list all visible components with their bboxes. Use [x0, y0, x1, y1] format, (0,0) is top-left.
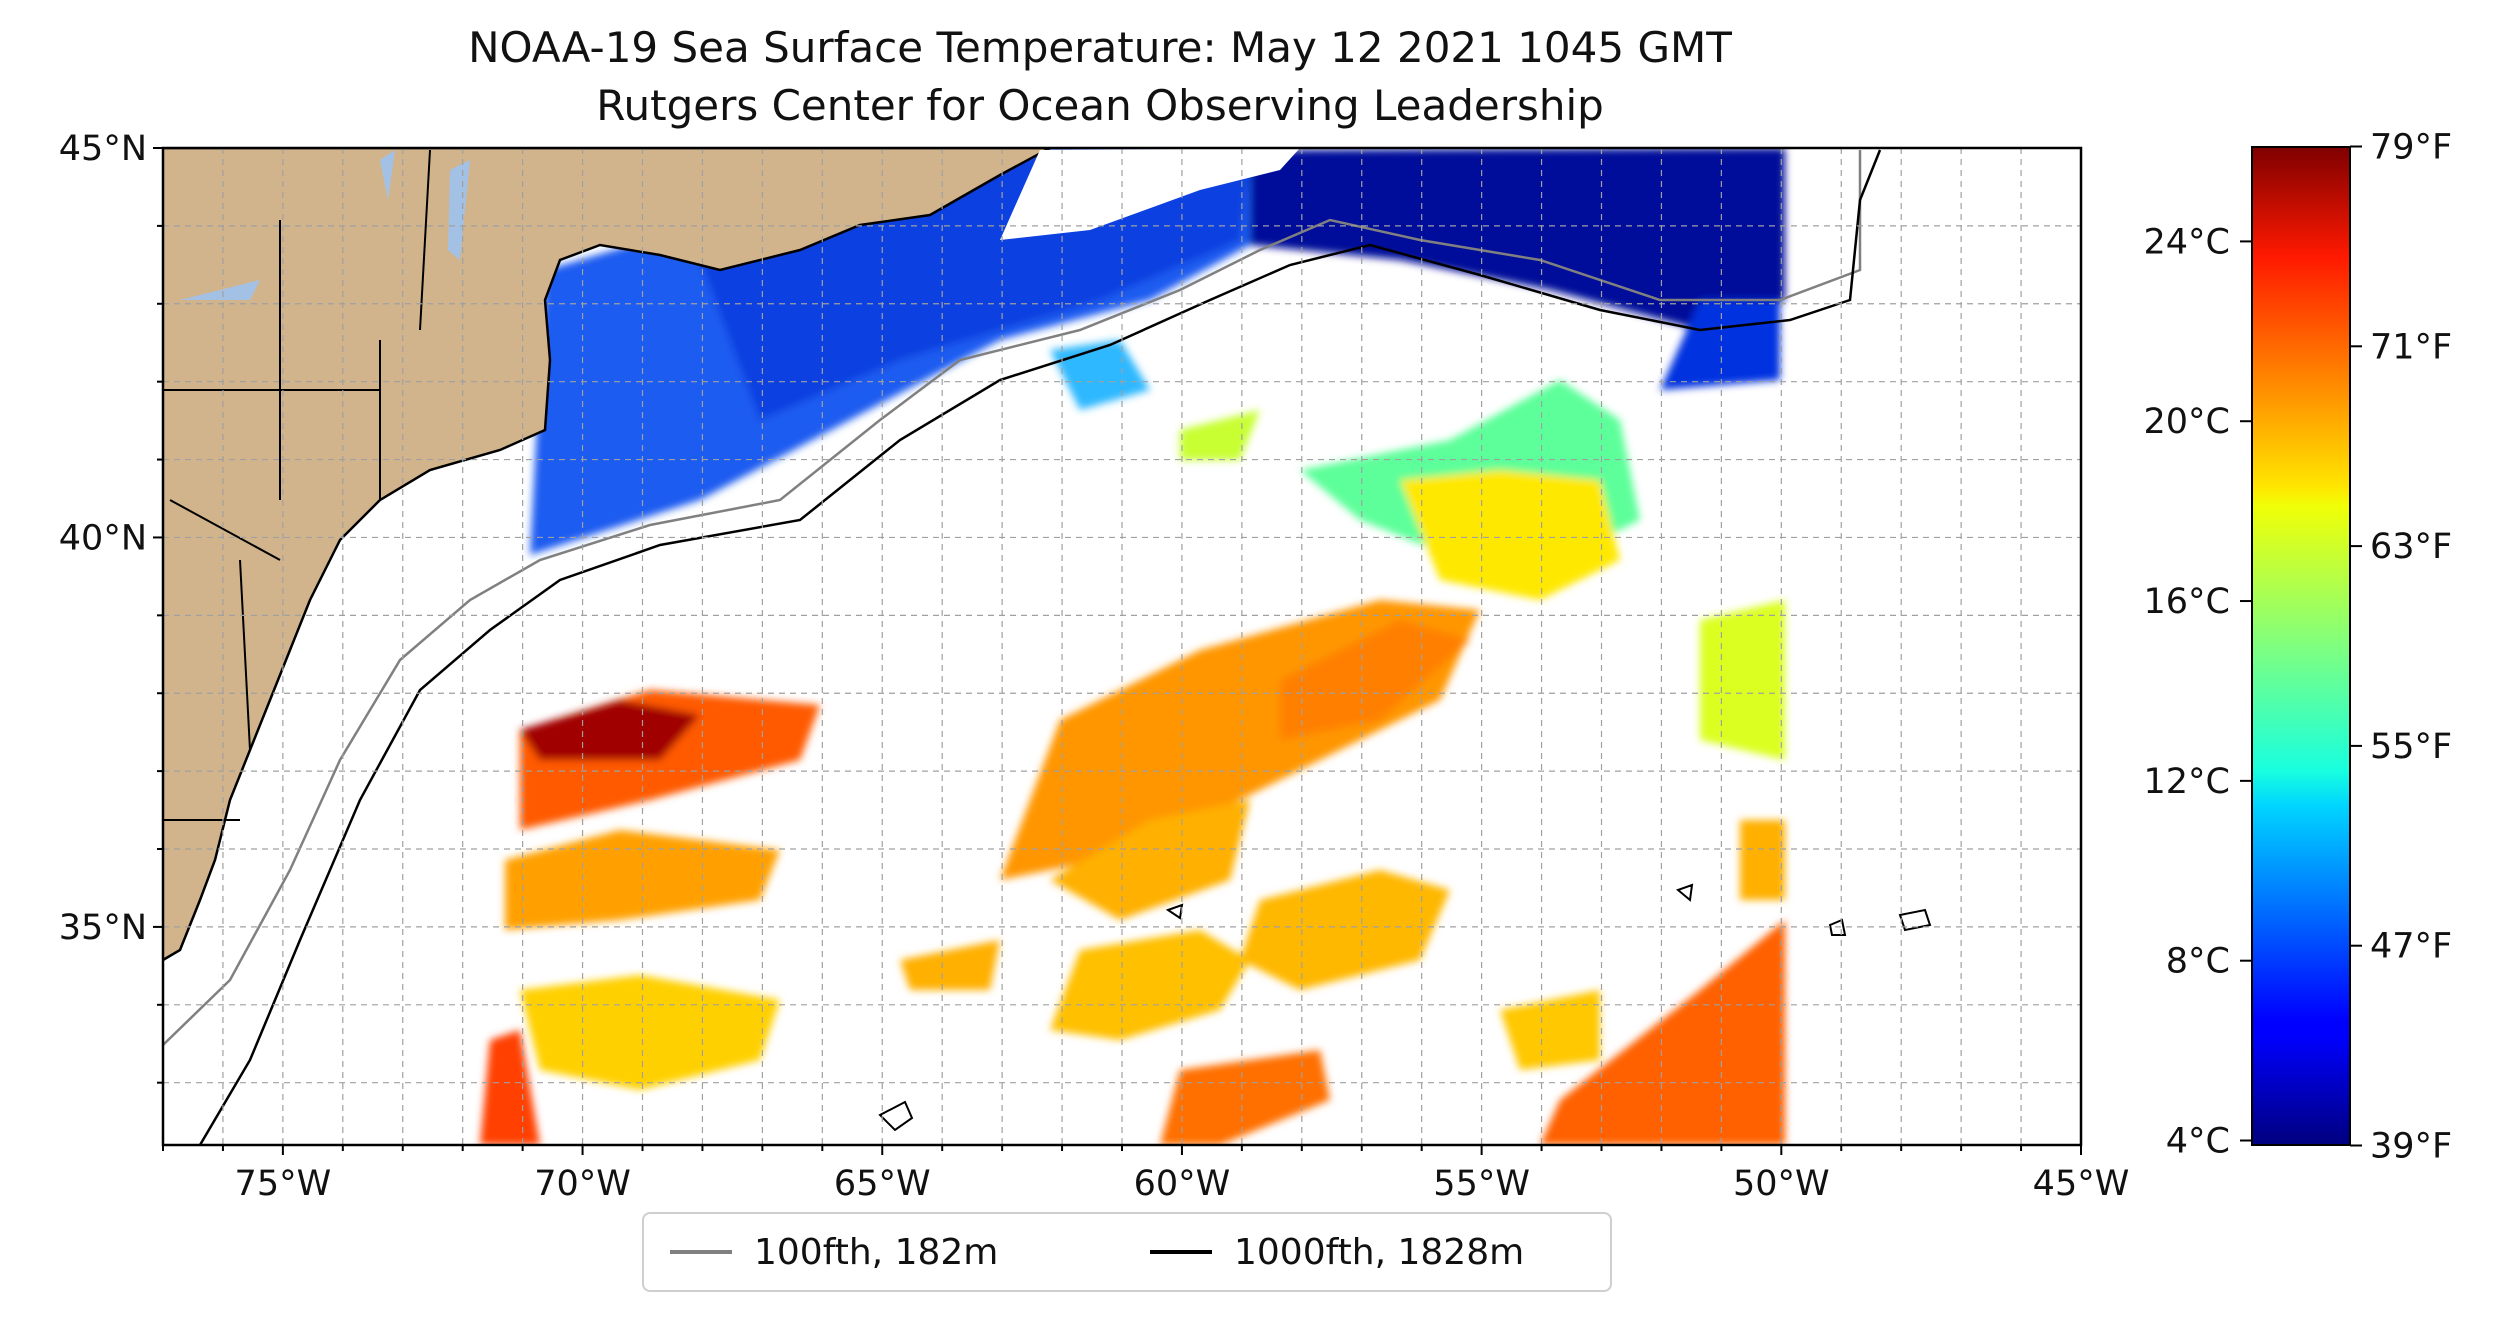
contour-100fth — [163, 150, 1862, 1046]
map-axis-ticks: 75°W 70°W 65°W 60°W 55°W 50°W 45°W 45°N 40°N 35°N — [59, 129, 2130, 1204]
north-america-land — [163, 148, 1050, 960]
sst-cold-offshore — [1250, 148, 1785, 330]
legend-label: 1000fth, 1828m — [1234, 1231, 1525, 1273]
map-area — [163, 148, 2081, 1145]
sst-cold-patch — [1660, 300, 1780, 390]
legend-item-1000fth: 1000fth, 1828m — [1150, 1214, 1524, 1290]
colorbar-gradient — [2251, 146, 2351, 1146]
lon-tick-label: 55°W — [1433, 1164, 1530, 1204]
celsius-tick-label: 20°C — [2144, 402, 2230, 442]
sst-patch — [1740, 820, 1785, 900]
fahrenheit-tick-label: 47°F — [2370, 927, 2452, 967]
gridlines — [163, 148, 2081, 1145]
map-subtitle: Rutgers Center for Ocean Observing Leade… — [596, 81, 1604, 130]
lon-tick-label: 60°W — [1134, 1164, 1231, 1204]
legend-label: 100fth, 182m — [754, 1231, 999, 1273]
sst-gulf-stream-core — [1280, 620, 1470, 740]
legend-item-100fth: 100fth, 182m — [670, 1214, 998, 1290]
celsius-tick-label: 8°C — [2166, 942, 2230, 982]
sst-patch — [1700, 600, 1785, 760]
fahrenheit-tick-label: 63°F — [2370, 527, 2452, 567]
seamount-contours — [878, 883, 1932, 1132]
fahrenheit-tick-label: 55°F — [2370, 727, 2452, 767]
sst-patch — [1050, 340, 1150, 410]
fahrenheit-tick-label: 39°F — [2370, 1126, 2452, 1166]
sst-patch — [1050, 930, 1250, 1040]
celsius-tick-label: 4°C — [2166, 1122, 2230, 1162]
celsius-tick-label: 12°C — [2144, 762, 2230, 802]
lat-tick-label: 35°N — [59, 908, 147, 948]
coastal-cloud — [1000, 148, 1300, 240]
sst-patch — [520, 975, 780, 1090]
sst-hot-patch — [520, 700, 700, 760]
sst-patch — [1240, 870, 1450, 990]
contour-1000fth — [198, 149, 1882, 1145]
lon-tick-label: 75°W — [235, 1164, 332, 1204]
fahrenheit-tick-label: 71°F — [2370, 327, 2452, 367]
lon-tick-label: 45°W — [2033, 1164, 2130, 1204]
map-title: NOAA-19 Sea Surface Temperature: May 12 … — [468, 23, 1732, 72]
sst-eddy — [1400, 470, 1620, 600]
lon-tick-label: 65°W — [834, 1164, 931, 1204]
celsius-tick-label: 24°C — [2144, 222, 2230, 262]
state-borders — [163, 149, 431, 821]
sst-patch — [1050, 800, 1250, 920]
sst-patch — [1180, 410, 1260, 460]
sst-patch — [1160, 1050, 1330, 1145]
lat-tick-label: 45°N — [59, 129, 147, 169]
legend: 100fth, 182m 1000fth, 1828m — [642, 1212, 1612, 1292]
lon-tick-label: 50°W — [1733, 1164, 1830, 1204]
legend-swatch-black — [1150, 1250, 1212, 1254]
sst-patch — [480, 1030, 540, 1145]
colorbar-ticks: 4°C 8°C 12°C 16°C 20°C 24°C 39°F 47°F 55°F 63°F 71… — [2144, 128, 2453, 1167]
fahrenheit-tick-label: 79°F — [2370, 128, 2452, 168]
sst-patch — [1500, 990, 1600, 1070]
lon-tick-label: 70°W — [534, 1164, 631, 1204]
celsius-tick-label: 16°C — [2144, 582, 2230, 622]
sst-patch — [900, 940, 1000, 990]
lat-tick-label: 40°N — [59, 518, 147, 558]
legend-swatch-gray — [670, 1250, 732, 1254]
